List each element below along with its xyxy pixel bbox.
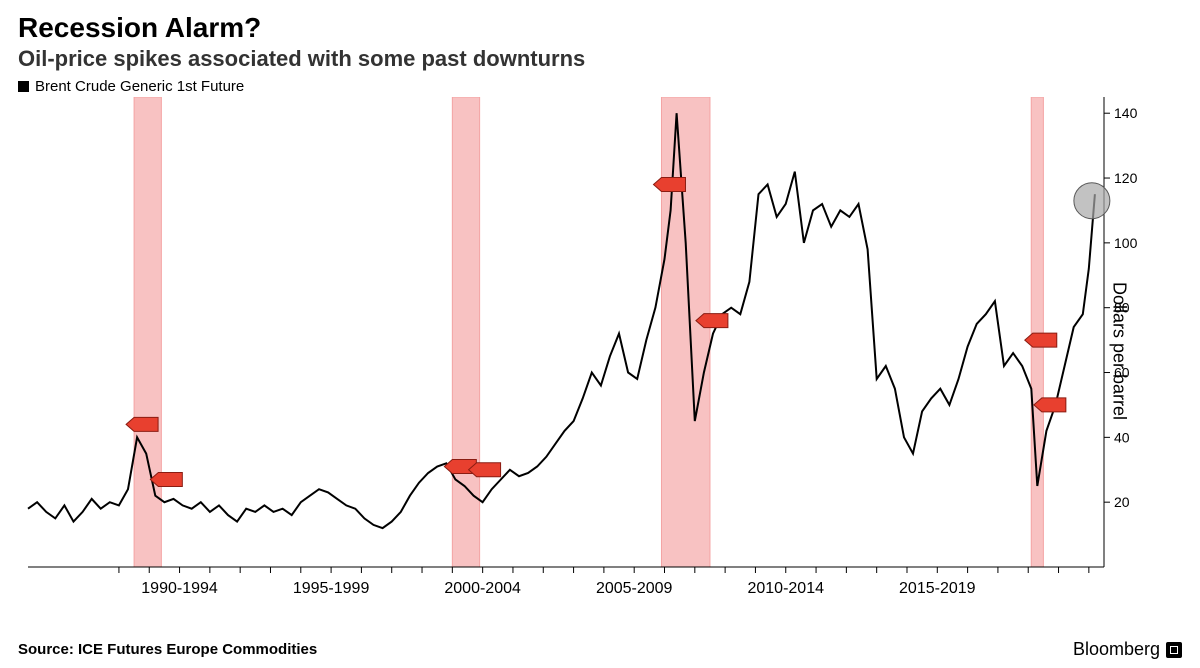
recession-band: [661, 97, 709, 567]
y-axis-label: Dollars per barrel: [1108, 282, 1129, 420]
brand-logo: Bloomberg: [1073, 639, 1182, 660]
x-axis-label: 2015-2019: [899, 580, 976, 597]
source-text: Source: ICE Futures Europe Commodities: [18, 641, 317, 658]
legend-swatch: [18, 81, 29, 92]
brand-icon: [1166, 642, 1182, 658]
y-tick-label: 140: [1114, 105, 1138, 121]
chart-title: Recession Alarm?: [18, 12, 1182, 44]
recession-band: [1031, 97, 1043, 567]
brent-price-line: [28, 113, 1095, 528]
recession-marker: [653, 178, 685, 192]
x-axis-label: 1995-1999: [293, 580, 370, 597]
chart-subtitle: Oil-price spikes associated with some pa…: [18, 46, 1182, 72]
price-chart-svg: 204060801001201401990-19941995-19992000-…: [18, 97, 1182, 605]
legend: Brent Crude Generic 1st Future: [18, 78, 1182, 95]
y-tick-label: 120: [1114, 170, 1138, 186]
x-axis-label: 2000-2004: [444, 580, 521, 597]
y-tick-label: 20: [1114, 494, 1130, 510]
latest-price-highlight: [1074, 183, 1110, 219]
y-tick-label: 40: [1114, 429, 1130, 445]
x-axis-label: 2010-2014: [747, 580, 824, 597]
x-axis-label: 2005-2009: [596, 580, 673, 597]
recession-marker: [126, 417, 158, 431]
x-axis-label: 1990-1994: [141, 580, 218, 597]
brand-text: Bloomberg: [1073, 639, 1160, 660]
chart-area: 204060801001201401990-19941995-19992000-…: [18, 97, 1182, 605]
y-tick-label: 100: [1114, 235, 1138, 251]
recession-marker: [1025, 333, 1057, 347]
legend-label: Brent Crude Generic 1st Future: [35, 78, 244, 95]
